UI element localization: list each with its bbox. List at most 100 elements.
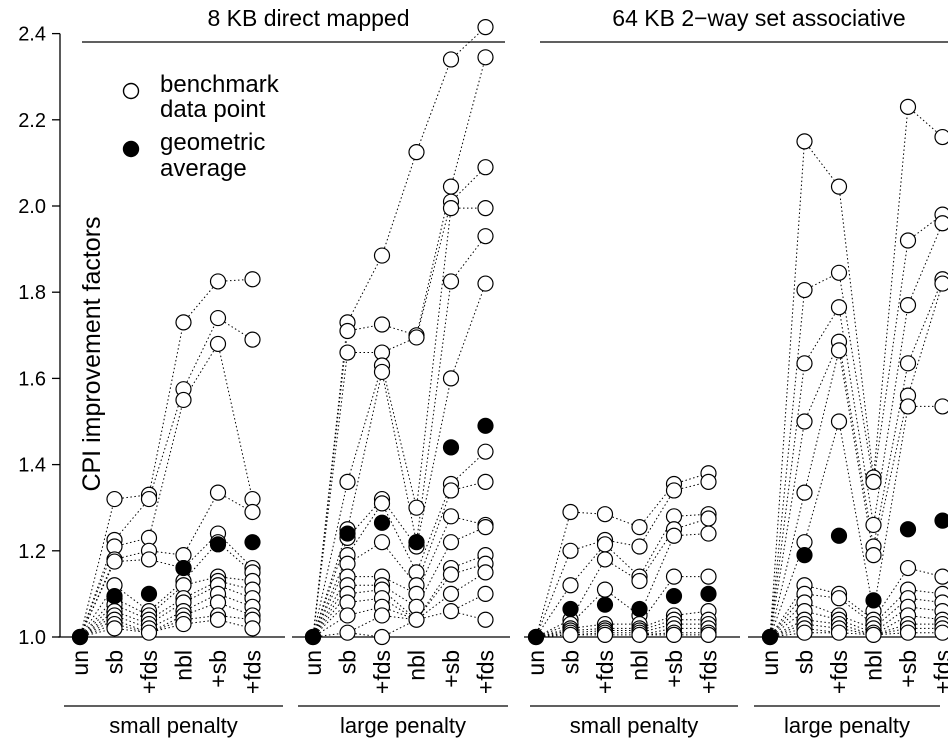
benchmark-point	[934, 398, 948, 415]
connector-line	[838, 186, 874, 478]
connector-line	[769, 141, 805, 638]
benchmark-point	[339, 624, 356, 641]
geomean-point	[796, 547, 813, 564]
connector-line	[416, 186, 452, 336]
geomean-point	[140, 585, 158, 603]
benchmark-point	[665, 568, 683, 585]
connector-line	[804, 141, 840, 187]
connector-line	[381, 371, 417, 543]
benchmark-point	[442, 508, 460, 525]
connector-line	[873, 106, 909, 478]
connector-line	[114, 498, 150, 541]
x-tick-label: sb	[102, 650, 128, 674]
benchmark-point	[700, 626, 717, 643]
benchmark-point	[442, 482, 460, 499]
benchmark-point	[830, 342, 848, 359]
connector-line	[450, 235, 486, 282]
connector-line	[217, 317, 253, 341]
x-tick-label: +sb	[205, 650, 231, 688]
legend-benchmark-marker	[122, 82, 140, 100]
x-tick-label: +sb	[661, 650, 687, 688]
benchmark-point	[477, 564, 494, 581]
group-label: small penalty	[570, 713, 698, 738]
connector-line	[217, 343, 253, 500]
x-tick-label: +fds	[473, 650, 499, 694]
benchmark-point	[209, 484, 227, 501]
benchmark-point	[796, 281, 813, 299]
benchmark-point	[209, 273, 227, 290]
geomean-point	[175, 559, 192, 577]
x-tick-label: sb	[335, 650, 361, 674]
x-tick-label: nbl	[861, 650, 887, 681]
connector-line	[312, 330, 348, 638]
connector-line	[570, 544, 606, 586]
legend-average-label-line2: average	[160, 155, 247, 182]
connector-line	[450, 571, 486, 595]
benchmark-point	[830, 178, 848, 195]
benchmark-point	[244, 503, 261, 521]
benchmark-point	[373, 247, 391, 264]
geomean-point	[408, 534, 425, 551]
legend-average-label-line1: geometric	[160, 129, 265, 156]
connector-line	[312, 615, 348, 638]
benchmark-point	[830, 264, 848, 281]
connector-line	[183, 343, 219, 401]
benchmark-point	[140, 551, 158, 568]
connector-line	[873, 305, 909, 526]
benchmark-point	[796, 413, 813, 430]
benchmark-point	[140, 490, 158, 508]
connector-line	[838, 272, 874, 482]
benchmark-point	[796, 133, 813, 150]
benchmark-point	[865, 547, 882, 564]
benchmark-point	[596, 581, 614, 598]
connector-line	[907, 279, 943, 364]
benchmark-point	[209, 309, 227, 327]
geomean-point	[244, 534, 261, 551]
benchmark-point	[442, 51, 460, 68]
benchmark-point	[106, 490, 123, 508]
benchmark-point	[373, 363, 391, 381]
x-tick-label: sb	[792, 650, 818, 674]
benchmark-point	[899, 98, 917, 115]
benchmark-point	[209, 335, 227, 353]
benchmark-point	[700, 510, 717, 527]
connector-line	[639, 535, 675, 616]
benchmark-point	[899, 355, 917, 372]
connector-line	[804, 421, 840, 543]
connector-line	[79, 561, 115, 638]
benchmark-point	[339, 322, 356, 340]
benchmark-point	[631, 572, 648, 590]
benchmark-point	[373, 628, 391, 646]
x-tick-label: nbl	[404, 650, 430, 681]
benchmark-point	[339, 473, 356, 490]
connector-line	[381, 503, 417, 573]
y-axis-label: CPI improvement factors	[78, 216, 106, 491]
benchmark-point	[631, 518, 648, 536]
geomean-point	[527, 628, 545, 646]
y-tick-label: 1.8	[18, 282, 46, 304]
benchmark-point	[244, 331, 261, 348]
benchmark-point	[596, 506, 614, 523]
benchmark-point	[700, 525, 717, 542]
benchmark-point	[596, 551, 614, 568]
connector-line	[416, 201, 452, 338]
x-tick-label: nbl	[171, 650, 197, 681]
benchmark-point	[140, 624, 158, 641]
benchmark-point	[934, 275, 948, 292]
x-tick-label: sb	[558, 650, 584, 674]
benchmark-point	[175, 615, 192, 633]
connector-line	[838, 341, 874, 547]
geomean-point	[631, 600, 648, 618]
x-tick-label: +fds	[696, 650, 722, 694]
benchmark-point	[339, 344, 356, 361]
benchmark-point	[442, 370, 460, 387]
benchmark-point	[700, 568, 717, 585]
benchmark-point	[796, 484, 813, 501]
connector-line	[804, 350, 840, 493]
x-tick-label: un	[523, 650, 549, 676]
benchmark-point	[934, 215, 948, 232]
chart-labels: CPI improvement factors benchmark data p…	[18, 5, 948, 738]
benchmark-point	[700, 473, 717, 490]
benchmark-point	[830, 590, 848, 607]
x-tick-label: +sb	[438, 650, 464, 688]
